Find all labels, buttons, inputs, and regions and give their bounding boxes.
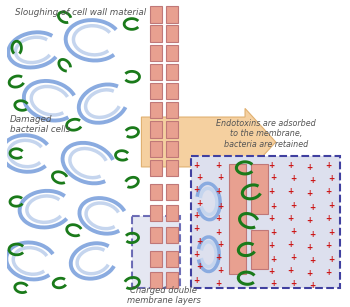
- Text: +: +: [196, 237, 202, 246]
- Bar: [166, 25, 179, 42]
- Text: +: +: [290, 278, 296, 288]
- Bar: [166, 251, 179, 267]
- Text: +: +: [215, 187, 221, 196]
- Text: +: +: [215, 228, 221, 237]
- Bar: [166, 184, 179, 200]
- Text: +: +: [271, 173, 277, 182]
- Text: +: +: [268, 161, 274, 169]
- Text: +: +: [290, 227, 296, 236]
- Text: +: +: [268, 241, 274, 250]
- Bar: [149, 160, 162, 176]
- Text: +: +: [268, 267, 274, 276]
- Text: +: +: [328, 228, 335, 237]
- Text: +: +: [217, 266, 223, 275]
- Text: +: +: [309, 176, 315, 185]
- Text: +: +: [287, 240, 293, 249]
- Text: +: +: [328, 201, 335, 210]
- Text: +: +: [306, 269, 313, 278]
- Bar: [166, 83, 179, 99]
- Text: +: +: [193, 276, 199, 285]
- Text: +: +: [306, 189, 313, 198]
- Text: +: +: [268, 187, 274, 196]
- Bar: [149, 45, 162, 61]
- Text: +: +: [306, 163, 313, 173]
- Text: +: +: [193, 250, 199, 259]
- Text: +: +: [193, 185, 199, 194]
- Text: Endotoxins are adsorbed
to the membrane,
bacteria are retained: Endotoxins are adsorbed to the membrane,…: [216, 119, 316, 149]
- Text: +: +: [215, 161, 221, 169]
- Text: +: +: [290, 253, 296, 262]
- Bar: [166, 272, 179, 288]
- Bar: [149, 141, 162, 157]
- Text: +: +: [309, 256, 315, 266]
- Text: +: +: [326, 187, 332, 196]
- Text: Damaged
bacterial cells: Damaged bacterial cells: [10, 115, 70, 134]
- Text: +: +: [217, 173, 223, 182]
- Text: +: +: [193, 224, 199, 233]
- Bar: [166, 64, 179, 80]
- Text: +: +: [309, 282, 315, 290]
- Text: +: +: [306, 216, 313, 225]
- Bar: [149, 83, 162, 99]
- Text: +: +: [268, 214, 274, 223]
- Text: +: +: [217, 202, 223, 211]
- Bar: [149, 25, 162, 42]
- Text: +: +: [193, 161, 199, 169]
- Bar: [166, 45, 179, 61]
- Text: +: +: [306, 243, 313, 252]
- Text: +: +: [271, 202, 277, 211]
- Text: +: +: [196, 262, 202, 271]
- Text: +: +: [196, 173, 202, 182]
- Text: +: +: [271, 228, 277, 237]
- Bar: [166, 205, 179, 221]
- Bar: [149, 251, 162, 267]
- Bar: [149, 64, 162, 80]
- Bar: [149, 102, 162, 119]
- Text: +: +: [287, 161, 293, 169]
- Bar: [149, 272, 162, 288]
- Text: +: +: [193, 211, 199, 220]
- Bar: [191, 156, 340, 288]
- Text: +: +: [290, 174, 296, 183]
- Text: +: +: [271, 255, 277, 263]
- Bar: [166, 160, 179, 176]
- Bar: [166, 6, 179, 22]
- Bar: [166, 121, 179, 138]
- Text: +: +: [287, 214, 293, 223]
- Bar: [166, 141, 179, 157]
- Text: +: +: [309, 230, 315, 239]
- Text: +: +: [326, 241, 332, 250]
- Text: +: +: [326, 161, 332, 169]
- Text: +: +: [215, 253, 221, 262]
- Text: +: +: [287, 266, 293, 275]
- Bar: [132, 216, 180, 288]
- Bar: [149, 121, 162, 138]
- Text: +: +: [328, 255, 335, 263]
- Bar: [149, 205, 162, 221]
- Text: +: +: [271, 279, 277, 289]
- Text: Sloughing of cell wall material: Sloughing of cell wall material: [15, 8, 146, 17]
- Bar: [251, 164, 268, 214]
- Bar: [149, 227, 162, 243]
- Bar: [149, 6, 162, 22]
- Text: +: +: [196, 199, 202, 208]
- Text: +: +: [326, 214, 332, 223]
- Bar: [166, 227, 179, 243]
- Text: +: +: [326, 268, 332, 277]
- Bar: [149, 184, 162, 200]
- FancyArrow shape: [141, 108, 276, 176]
- Text: Charged double
membrane layers: Charged double membrane layers: [127, 286, 201, 305]
- Text: +: +: [215, 214, 221, 223]
- Bar: [166, 102, 179, 119]
- Text: +: +: [215, 278, 221, 288]
- Bar: [229, 164, 246, 274]
- Text: +: +: [328, 174, 335, 183]
- Text: +: +: [287, 187, 293, 196]
- Bar: [251, 230, 268, 269]
- Text: +: +: [290, 201, 296, 210]
- Text: +: +: [217, 240, 223, 249]
- Text: +: +: [309, 203, 315, 212]
